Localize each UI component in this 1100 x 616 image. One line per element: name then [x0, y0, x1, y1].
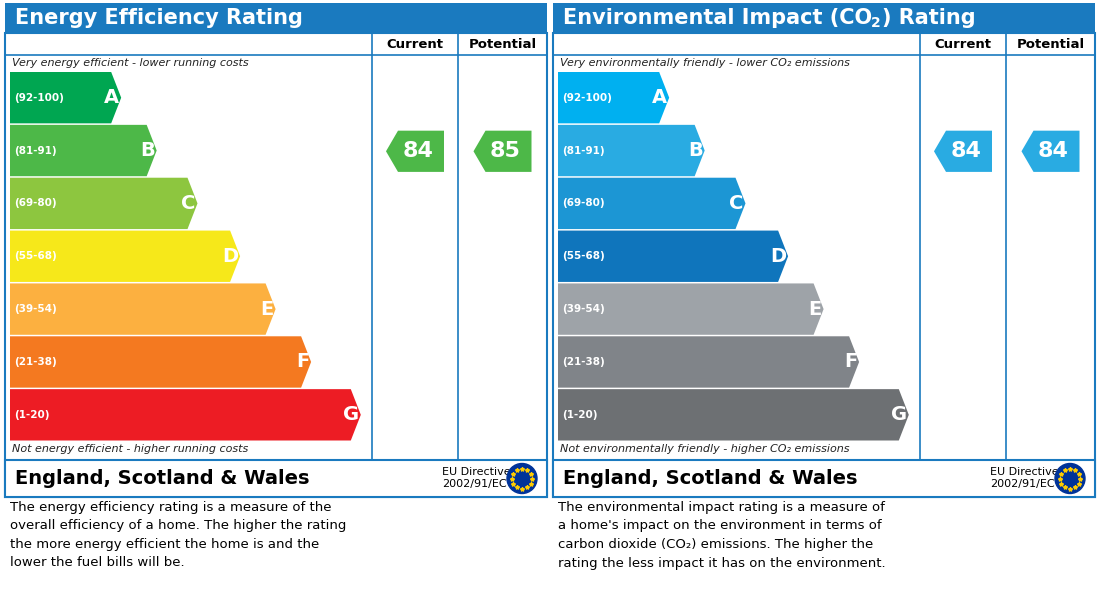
- Text: ) Rating: ) Rating: [882, 8, 976, 28]
- Text: EU Directive: EU Directive: [442, 467, 510, 477]
- Text: (92-100): (92-100): [562, 92, 612, 103]
- Text: F: F: [844, 352, 857, 371]
- Polygon shape: [558, 283, 824, 334]
- Text: (1-20): (1-20): [562, 410, 597, 420]
- Text: (92-100): (92-100): [14, 92, 64, 103]
- Circle shape: [507, 463, 537, 493]
- Polygon shape: [10, 72, 121, 123]
- Text: 84: 84: [1038, 141, 1069, 161]
- Polygon shape: [558, 230, 788, 282]
- Text: E: E: [261, 299, 274, 318]
- Polygon shape: [1022, 131, 1079, 172]
- Bar: [6, 33, 547, 497]
- Bar: [553, 33, 1094, 497]
- Polygon shape: [558, 177, 746, 229]
- Text: (81-91): (81-91): [562, 145, 605, 155]
- Polygon shape: [558, 125, 705, 176]
- Bar: [6, 460, 547, 497]
- Text: The energy efficiency rating is a measure of the
overall efficiency of a home. T: The energy efficiency rating is a measur…: [10, 501, 346, 570]
- Text: Not energy efficient - higher running costs: Not energy efficient - higher running co…: [12, 444, 249, 454]
- Text: B: B: [140, 141, 155, 160]
- Text: 2002/91/EC: 2002/91/EC: [442, 479, 507, 489]
- Polygon shape: [10, 230, 240, 282]
- Text: (39-54): (39-54): [562, 304, 605, 314]
- Text: G: G: [891, 405, 906, 424]
- Bar: [553, 3, 1094, 33]
- Text: F: F: [296, 352, 309, 371]
- Text: Not environmentally friendly - higher CO₂ emissions: Not environmentally friendly - higher CO…: [560, 444, 849, 454]
- Text: (55-68): (55-68): [14, 251, 57, 261]
- Text: (81-91): (81-91): [14, 145, 56, 155]
- Text: 2: 2: [871, 16, 881, 30]
- Bar: [6, 3, 547, 33]
- Text: B: B: [688, 141, 703, 160]
- Bar: [553, 460, 1094, 497]
- Text: E: E: [808, 299, 822, 318]
- Text: Potential: Potential: [1016, 38, 1085, 51]
- Text: 2002/91/EC: 2002/91/EC: [990, 479, 1055, 489]
- Polygon shape: [10, 125, 156, 176]
- Text: (39-54): (39-54): [14, 304, 57, 314]
- Circle shape: [1055, 463, 1085, 493]
- Text: D: D: [770, 247, 786, 265]
- Text: EU Directive: EU Directive: [990, 467, 1058, 477]
- Text: Current: Current: [935, 38, 991, 51]
- Text: England, Scotland & Wales: England, Scotland & Wales: [563, 469, 858, 488]
- Polygon shape: [934, 131, 992, 172]
- Polygon shape: [558, 72, 669, 123]
- Polygon shape: [558, 336, 859, 387]
- Text: Current: Current: [386, 38, 443, 51]
- Text: Potential: Potential: [469, 38, 537, 51]
- Text: 84: 84: [950, 141, 981, 161]
- Text: C: C: [729, 194, 744, 213]
- Text: D: D: [222, 247, 238, 265]
- Text: (55-68): (55-68): [562, 251, 605, 261]
- Text: A: A: [652, 88, 668, 107]
- Text: A: A: [104, 88, 119, 107]
- Text: The environmental impact rating is a measure of
a home's impact on the environme: The environmental impact rating is a mea…: [558, 501, 886, 570]
- Polygon shape: [10, 389, 361, 440]
- Text: (1-20): (1-20): [14, 410, 50, 420]
- Text: Very energy efficient - lower running costs: Very energy efficient - lower running co…: [12, 58, 249, 68]
- Polygon shape: [386, 131, 444, 172]
- Text: Environmental Impact (CO: Environmental Impact (CO: [563, 8, 872, 28]
- Text: G: G: [343, 405, 359, 424]
- Text: (69-80): (69-80): [14, 198, 56, 208]
- Polygon shape: [10, 336, 311, 387]
- Text: Very environmentally friendly - lower CO₂ emissions: Very environmentally friendly - lower CO…: [560, 58, 850, 68]
- Text: Energy Efficiency Rating: Energy Efficiency Rating: [15, 8, 302, 28]
- Polygon shape: [10, 283, 276, 334]
- Polygon shape: [473, 131, 531, 172]
- Text: (21-38): (21-38): [562, 357, 605, 367]
- Polygon shape: [558, 389, 909, 440]
- Text: 84: 84: [403, 141, 433, 161]
- Polygon shape: [10, 177, 198, 229]
- Text: C: C: [182, 194, 196, 213]
- Text: England, Scotland & Wales: England, Scotland & Wales: [15, 469, 309, 488]
- Text: (21-38): (21-38): [14, 357, 57, 367]
- Text: (69-80): (69-80): [562, 198, 605, 208]
- Text: 85: 85: [491, 141, 521, 161]
